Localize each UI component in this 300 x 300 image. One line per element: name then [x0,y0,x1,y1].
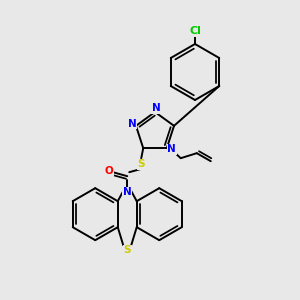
Text: N: N [152,103,160,113]
Text: N: N [128,119,136,129]
Text: S: S [124,245,131,255]
Text: N: N [167,144,176,154]
Text: Cl: Cl [189,26,201,36]
Text: O: O [105,166,114,176]
Text: S: S [137,159,145,169]
Text: N: N [123,187,132,197]
